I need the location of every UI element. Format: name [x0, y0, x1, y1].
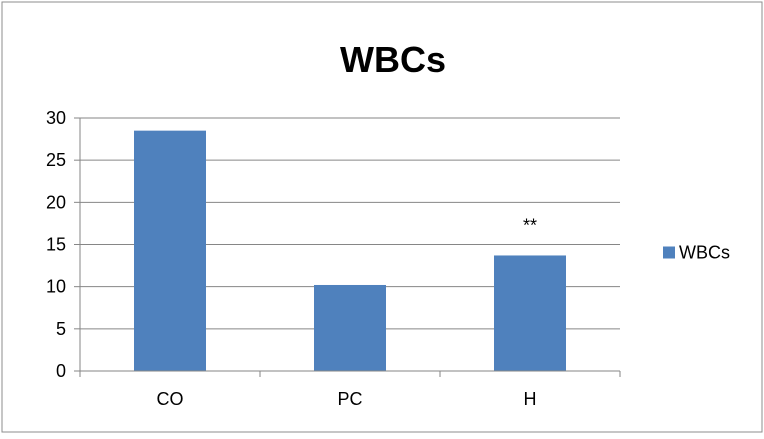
legend-swatch	[663, 246, 675, 259]
legend: WBCs	[663, 243, 730, 263]
y-tick-label: 5	[56, 319, 66, 339]
labels: 0 5 10 15 20 25 30 CO PC H **	[46, 108, 537, 409]
y-tick-label: 10	[46, 277, 66, 297]
bar-h	[494, 255, 566, 371]
legend-label: WBCs	[679, 243, 730, 263]
chart-title: WBCs	[340, 39, 446, 80]
y-tick-label: 20	[46, 192, 66, 212]
axes	[74, 117, 621, 377]
bars	[134, 130, 566, 371]
x-tick-label: CO	[157, 389, 184, 409]
y-tick-label: 25	[46, 150, 66, 170]
significance-annotation: **	[523, 215, 537, 235]
bar-co	[134, 130, 206, 371]
x-tick-label: H	[524, 389, 537, 409]
y-tick-label: 30	[46, 108, 66, 128]
y-tick-label: 0	[56, 361, 66, 381]
y-tick-label: 15	[46, 235, 66, 255]
x-tick-label: PC	[337, 389, 362, 409]
bar-pc	[314, 284, 386, 371]
